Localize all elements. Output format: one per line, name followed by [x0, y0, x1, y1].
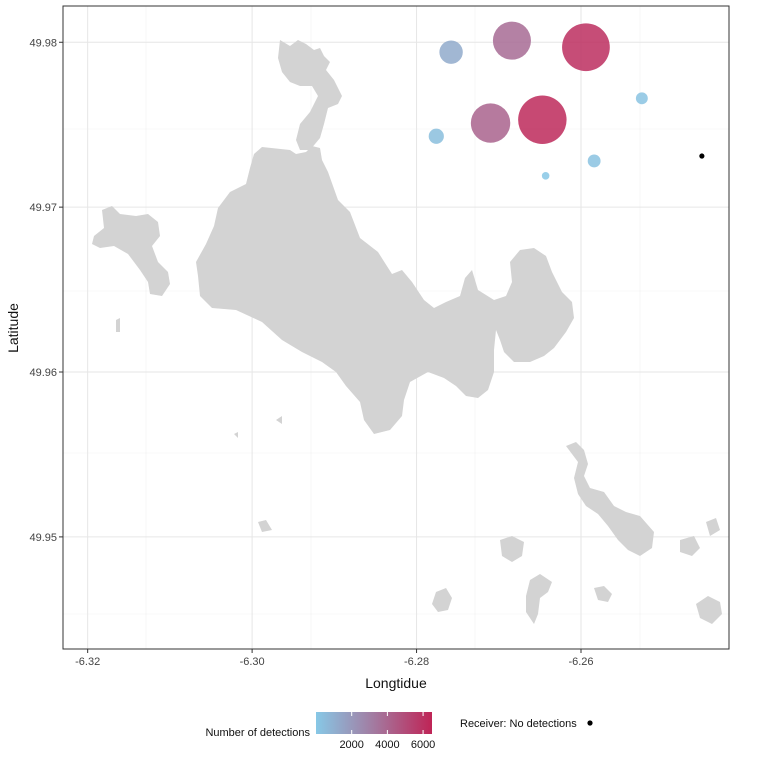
land-islet-6 [706, 518, 720, 536]
legend-tick-label: 6000 [411, 739, 435, 751]
detection-point [635, 92, 648, 105]
land-islet-7 [696, 596, 722, 624]
no-detection-receivers [699, 153, 705, 159]
y-tick-label: 49.96 [29, 367, 57, 379]
receiver-no-detection [699, 153, 705, 159]
detection-point [428, 128, 444, 144]
land-islet-3 [432, 588, 452, 612]
detection-point [562, 23, 610, 72]
detection-point [518, 95, 567, 144]
detection-point [587, 154, 601, 168]
x-axis-title: Longtidue [365, 675, 427, 691]
x-tick-label: -6.28 [404, 656, 429, 668]
legend-gradient-ticks: 2000 4000 6000 [339, 712, 435, 751]
land-islet-1 [500, 536, 524, 562]
legend-gradient-bar [316, 712, 432, 734]
y-tick-label: 49.98 [29, 37, 57, 49]
land-masses [92, 40, 722, 624]
y-tick-label: 49.95 [29, 532, 57, 544]
x-tick-label: -6.26 [568, 656, 593, 668]
land-southeast-island [566, 442, 654, 556]
land-islet-10 [276, 416, 282, 424]
y-tick-label: 49.97 [29, 202, 57, 214]
detection-points [428, 21, 648, 180]
y-axis: 49.95 49.96 49.97 49.98 [29, 37, 63, 544]
land-west-peninsula [92, 206, 170, 296]
detection-point [541, 172, 550, 180]
x-tick-label: -6.30 [240, 656, 265, 668]
legend-tick-label: 4000 [375, 739, 399, 751]
detection-point [492, 21, 531, 60]
legend-tick-label: 2000 [339, 739, 363, 751]
x-tick-label: -6.32 [75, 656, 100, 668]
land-islet-8 [258, 520, 272, 532]
land-islet-5 [680, 536, 700, 556]
detection-point [439, 40, 463, 64]
legend: Number of detections 2000 4000 6000 Receiv… [205, 712, 593, 751]
land-islet-2 [526, 574, 552, 624]
land-islet-9 [116, 318, 120, 332]
x-axis: -6.32 -6.30 -6.28 -6.26 [75, 649, 594, 668]
panel-border [62, 5, 730, 650]
legend-receiver-label: Receiver: No detections [460, 718, 577, 730]
legend-receiver-dot [587, 720, 593, 726]
land-north-peninsula [278, 40, 342, 150]
land-main-island [196, 146, 574, 434]
land-islet-11 [234, 432, 238, 438]
land-islet-4 [594, 586, 612, 602]
detection-point [470, 103, 511, 143]
legend-gradient-title: Number of detections [205, 727, 310, 739]
y-axis-title: Latitude [5, 303, 21, 353]
